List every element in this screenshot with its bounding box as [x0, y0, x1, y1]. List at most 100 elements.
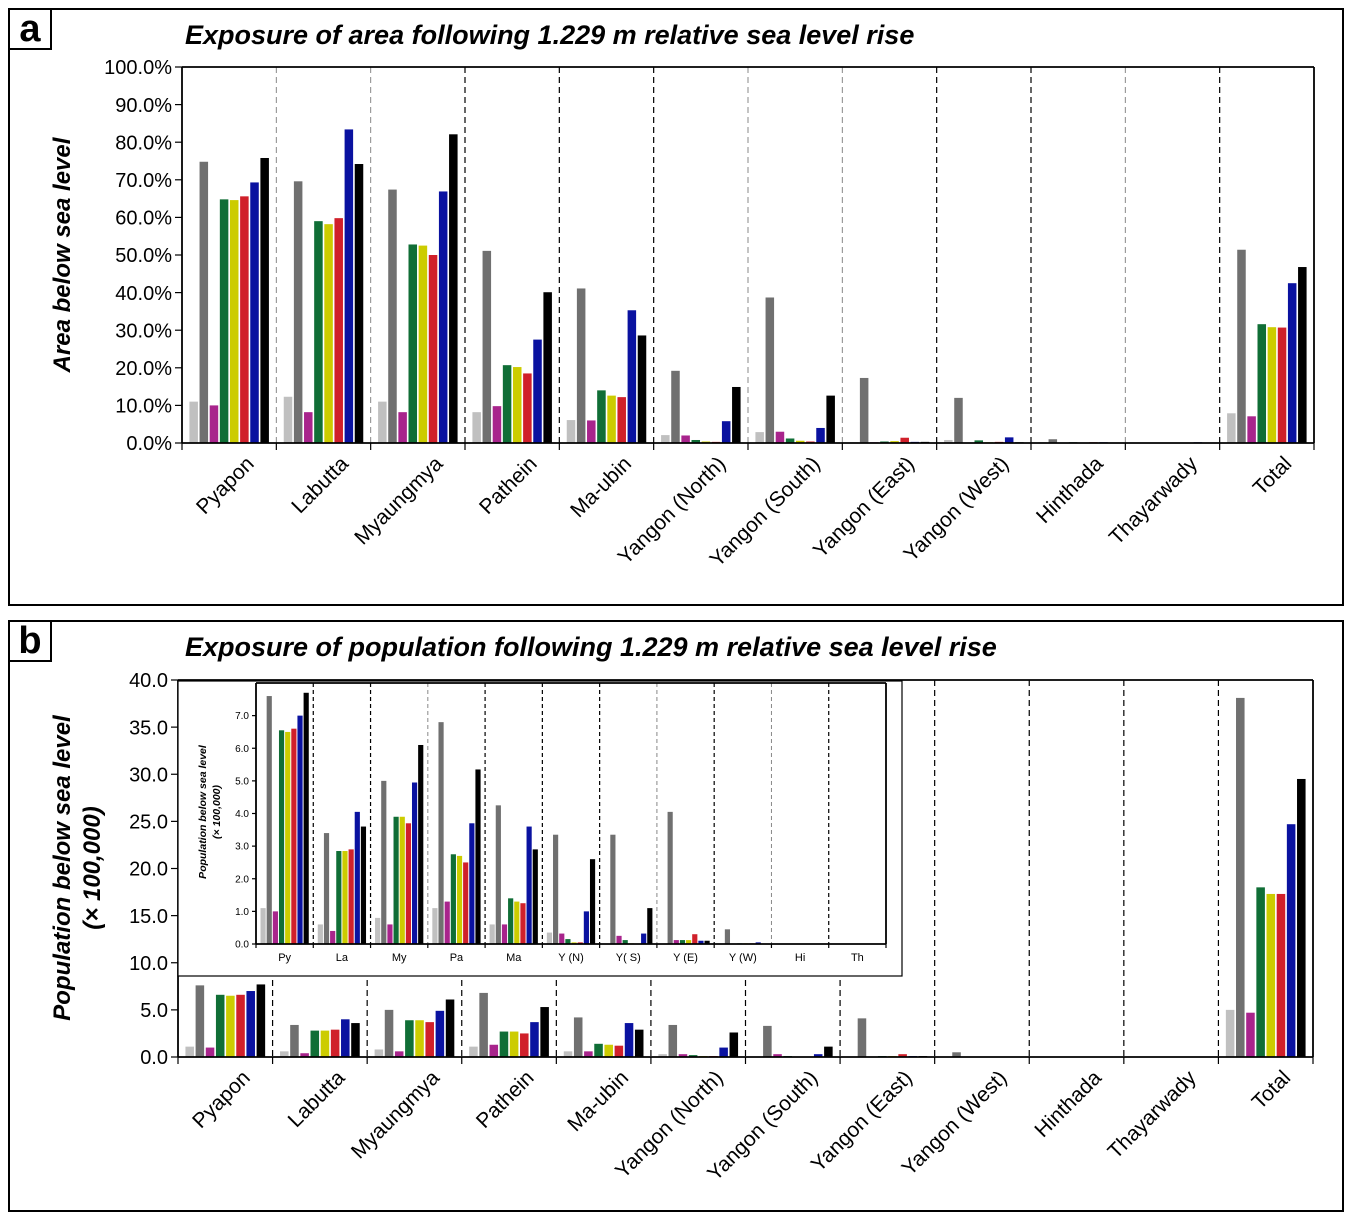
b-bar	[584, 1051, 593, 1057]
a-x-tick-label: Hinthada	[1032, 452, 1108, 528]
inset-bar	[616, 935, 622, 944]
a-bar	[681, 435, 690, 443]
b-bar	[351, 1023, 360, 1057]
inset-bar	[317, 924, 323, 944]
a-x-tick-label: Pyapon	[192, 452, 259, 519]
inset-bar	[297, 715, 303, 944]
inset-x-tick-label: Ma	[506, 952, 522, 964]
inset-bar	[641, 933, 647, 944]
a-bar	[304, 412, 313, 443]
inset-bar	[354, 811, 360, 944]
a-bar	[1267, 327, 1277, 443]
b-bar	[594, 1043, 603, 1057]
a-bar	[482, 250, 492, 443]
inset-bar	[272, 911, 278, 944]
a-x-tick-label: Total	[1249, 452, 1297, 500]
inset-bar	[342, 851, 348, 944]
inset-bar	[514, 901, 520, 944]
b-x-tick-label: Pyapon	[188, 1066, 255, 1133]
inset-bar	[532, 849, 538, 944]
b-bar	[952, 1052, 961, 1057]
b-bar	[1236, 697, 1245, 1057]
inset-bar	[393, 816, 399, 944]
b-y-tick-label: 40.0	[129, 670, 168, 692]
a-y-tick-label: 60.0%	[115, 208, 172, 230]
a-bar	[597, 390, 606, 443]
a-bar	[785, 438, 795, 443]
b-bar	[394, 1051, 404, 1057]
inset-bar	[348, 849, 354, 944]
a-bar	[859, 377, 869, 443]
inset-bar	[463, 862, 469, 944]
a-bar	[512, 367, 522, 443]
a-bar	[1237, 249, 1246, 443]
chart-title-b: Exposure of population following 1.229 m…	[185, 632, 997, 662]
a-bar	[472, 412, 481, 443]
inset-bar	[673, 940, 679, 944]
inset-bar	[508, 898, 514, 944]
inset-bar	[647, 908, 653, 944]
b-bar	[246, 991, 255, 1057]
a-bar	[732, 386, 741, 443]
a-bar	[1287, 283, 1297, 443]
b-bar	[624, 1023, 634, 1057]
b-bar	[604, 1044, 613, 1057]
b-bar	[310, 1030, 320, 1057]
a-bar	[826, 395, 835, 443]
a-x-tick-label: Ma-ubin	[566, 452, 636, 522]
b-bar	[813, 1054, 823, 1057]
a-y-tick-label: 10.0%	[115, 396, 172, 418]
a-bar	[566, 420, 576, 443]
a-bar	[344, 129, 354, 443]
inset-bar	[610, 834, 616, 944]
b-bar	[341, 1019, 350, 1057]
inset-bar	[686, 940, 692, 944]
b-x-tick-label: Total	[1248, 1066, 1296, 1114]
a-bar	[671, 370, 680, 443]
inset-bar	[698, 940, 704, 944]
inset-x-tick-label: La	[336, 952, 349, 964]
inset-y-tick-label: 7.0	[235, 711, 249, 722]
a-y-tick-label: 50.0%	[115, 245, 172, 267]
b-bar	[445, 999, 455, 1057]
a-bar	[354, 164, 364, 443]
b-bar	[300, 1053, 309, 1057]
b-bar	[857, 1018, 867, 1057]
inset-bar	[399, 816, 405, 944]
a-bar	[1004, 437, 1014, 443]
a-plot: 0.0% 10.0% 20.0% 30.0% 40.0% 50.0% 60.0% 70.0% 8…	[104, 57, 1315, 571]
inset-bar	[553, 834, 559, 944]
a-bar	[1277, 327, 1287, 443]
inset-bar	[438, 722, 444, 944]
b-y-tick-label: 20.0	[129, 859, 168, 881]
b-x-tick-label: Hinthada	[1030, 1066, 1106, 1142]
inset-bar	[622, 940, 628, 944]
b-bar	[215, 994, 225, 1057]
b-bar	[236, 994, 245, 1057]
inset-bar	[501, 924, 508, 944]
inset-bar	[469, 823, 475, 944]
inset-bar	[432, 908, 438, 944]
inset-y-tick-label: 6.0	[235, 744, 249, 755]
inset-bar	[291, 728, 297, 944]
b-y-tick-label: 15.0	[129, 906, 168, 928]
inset-x-tick-label: Y( S)	[616, 952, 641, 964]
a-x-tick-label: Myaungmya	[350, 452, 447, 549]
a-bar	[283, 396, 293, 443]
a-bar	[293, 181, 303, 443]
a-bar	[765, 297, 775, 443]
b-bar	[719, 1047, 728, 1057]
b-bar	[425, 1022, 434, 1057]
b-bar	[205, 1047, 215, 1057]
a-y-tick-label: 70.0%	[115, 170, 172, 192]
inset-bar	[456, 855, 463, 944]
b-bar	[634, 1029, 644, 1057]
b-bar	[226, 995, 235, 1057]
inset-bar	[411, 782, 418, 944]
a-y-tick-label: 100.0%	[104, 57, 172, 79]
a-bar	[378, 401, 387, 443]
inset-y-tick-label: 2.0	[235, 874, 249, 885]
b-bar	[1297, 778, 1306, 1057]
a-bar	[428, 255, 438, 443]
a-bar	[627, 310, 637, 443]
